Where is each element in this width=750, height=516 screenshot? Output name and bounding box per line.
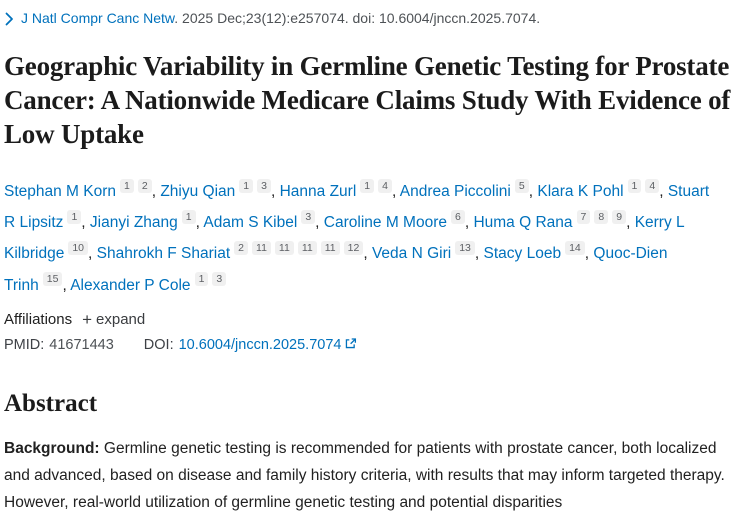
author-separator: , — [88, 245, 97, 263]
abstract-paragraph: Background: Germline genetic testing is … — [4, 435, 740, 516]
author-affiliation-sup[interactable]: 11 — [320, 241, 340, 256]
author-separator: , — [315, 214, 324, 232]
author-affiliation-sup[interactable]: 2 — [137, 179, 152, 193]
article-title: Geographic Variability in Germline Genet… — [4, 51, 731, 149]
external-link-icon — [344, 337, 357, 354]
author-affiliation-sup[interactable]: 15 — [42, 272, 63, 287]
author-separator: , — [474, 245, 484, 263]
author: Kerry L Kilbridge 10, — [4, 214, 684, 262]
author-affiliation-sup[interactable]: 11 — [274, 241, 294, 256]
author-affiliation-sup[interactable]: 1 — [120, 179, 134, 193]
author-link[interactable]: Stacy Loeb — [483, 245, 562, 263]
author-separator: , — [151, 183, 161, 201]
author-link[interactable]: Adam S Kibel — [203, 214, 298, 232]
author-affiliation-sup[interactable]: 1 — [67, 210, 82, 225]
author-affiliation-sup[interactable]: 12 — [343, 241, 364, 256]
author-separator: , — [584, 245, 594, 263]
author-separator: , — [81, 214, 90, 232]
author-separator: , — [528, 183, 538, 201]
affiliations-label: Affiliations — [4, 310, 73, 328]
author: Jianyi Zhang 1, — [89, 210, 204, 232]
author-affiliation-sup[interactable]: 3 — [212, 272, 227, 287]
author-link[interactable]: Hanna Zurl — [279, 183, 357, 201]
author-link[interactable]: Jianyi Zhang — [89, 214, 178, 232]
author-link[interactable]: Shahrokh F Shariat — [96, 245, 231, 263]
affiliations-expand-button[interactable]: + expand — [82, 311, 145, 328]
author-separator: , — [391, 183, 400, 201]
author-link[interactable]: Alexander P Cole — [70, 276, 191, 294]
author-affiliation-sup[interactable]: 9 — [612, 210, 627, 225]
author-separator: , — [659, 183, 668, 201]
author-affiliation-sup[interactable]: 1 — [627, 179, 642, 193]
citation-text-wrap: J Natl Compr Canc Netw. 2025 Dec;23(12):… — [21, 8, 540, 28]
author: Klara K Pohl 1 4, — [537, 179, 668, 201]
author-affiliation-sup[interactable]: 4 — [378, 179, 392, 193]
author-affiliation-sup[interactable]: 1 — [194, 272, 209, 287]
author: Hanna Zurl 1 4, — [279, 179, 400, 201]
author: Veda N Giri 13, — [371, 241, 484, 263]
pmid-label: PMID: — [4, 337, 45, 354]
author-link[interactable]: Klara K Pohl — [537, 183, 624, 201]
author-separator: , — [363, 245, 372, 263]
author-affiliation-sup[interactable]: 10 — [68, 241, 88, 256]
author: Stacy Loeb 14, — [483, 241, 594, 263]
article-page: J Natl Compr Canc Netw. 2025 Dec;23(12):… — [4, 8, 740, 516]
author-affiliation-sup[interactable]: 11 — [252, 241, 271, 256]
author-affiliation-sup[interactable]: 3 — [301, 210, 316, 225]
affiliations-row: Affiliations + expand — [4, 311, 740, 328]
citation-details: . 2025 Dec;23(12):e257074. doi: 10.6004/… — [174, 10, 541, 26]
author: Zhiyu Qian 1 3, — [160, 179, 280, 201]
author-link[interactable]: Stuart R Lipsitz — [4, 183, 710, 232]
plus-icon: + — [82, 309, 93, 329]
author-affiliation-sup[interactable]: 11 — [297, 241, 317, 256]
author-affiliation-sup[interactable]: 2 — [234, 241, 249, 256]
author-affiliation-sup[interactable]: 3 — [257, 179, 271, 193]
author-link[interactable]: Kerry L Kilbridge — [4, 214, 685, 263]
author: Andrea Piccolini 5, — [399, 179, 538, 201]
doi-link[interactable]: 10.6004/jnccn.2025.7074 — [178, 337, 342, 354]
pmid-value: 41671443 — [49, 337, 114, 354]
author-affiliation-sup[interactable]: 7 — [576, 210, 591, 225]
author: Caroline M Moore 6, — [323, 210, 474, 232]
author-separator: , — [464, 214, 474, 232]
author-separator: , — [62, 276, 71, 294]
author: Shahrokh F Shariat 2 11 11 11 11 12, — [96, 241, 372, 263]
identifiers-row: PMID: 41671443 DOI: 10.6004/jnccn.2025.7… — [4, 337, 740, 354]
author-affiliation-sup[interactable]: 4 — [645, 179, 660, 193]
journal-link[interactable]: J Natl Compr Canc Netw — [21, 10, 175, 26]
author-affiliation-sup[interactable]: 5 — [514, 179, 529, 193]
author-link[interactable]: Quoc-Dien Trinh — [4, 245, 668, 294]
author-affiliation-sup[interactable]: 14 — [565, 241, 585, 256]
author: Stuart R Lipsitz 1, — [4, 183, 709, 231]
citation-row: J Natl Compr Canc Netw. 2025 Dec;23(12):… — [4, 8, 740, 28]
expand-label: expand — [96, 310, 146, 328]
author-list: Stephan M Korn 1 2, Zhiyu Qian 1 3, Hanna Zu… — [4, 174, 724, 299]
author: Adam S Kibel 3, — [203, 210, 324, 232]
author-affiliation-sup[interactable]: 6 — [450, 210, 465, 225]
author: Huma Q Rana 7 8 9, — [473, 210, 635, 232]
author-link[interactable]: Caroline M Moore — [323, 214, 447, 232]
author-affiliation-sup[interactable]: 1 — [239, 179, 254, 193]
author-link[interactable]: Andrea Piccolini — [399, 183, 511, 201]
background-label: Background: — [4, 439, 100, 457]
author-link[interactable]: Huma Q Rana — [473, 214, 573, 232]
author-affiliation-sup[interactable]: 8 — [594, 210, 609, 225]
abstract-heading: Abstract — [4, 389, 98, 417]
author: Alexander P Cole 1 3 — [70, 272, 227, 294]
author-affiliation-sup[interactable]: 13 — [455, 241, 475, 256]
author: Quoc-Dien Trinh 15, — [4, 245, 668, 293]
author-separator: , — [270, 183, 280, 201]
doi-label: DOI: — [143, 337, 174, 354]
chevron-right-icon[interactable] — [4, 12, 15, 26]
author: Stephan M Korn 1 2, — [4, 179, 161, 201]
author-link[interactable]: Veda N Giri — [371, 245, 452, 263]
author-separator: , — [626, 214, 635, 232]
author-affiliation-sup[interactable]: 1 — [360, 179, 375, 193]
author-link[interactable]: Zhiyu Qian — [160, 183, 236, 201]
author-separator: , — [195, 214, 204, 232]
author-affiliation-sup[interactable]: 1 — [181, 210, 196, 225]
author-link[interactable]: Stephan M Korn — [4, 183, 117, 201]
